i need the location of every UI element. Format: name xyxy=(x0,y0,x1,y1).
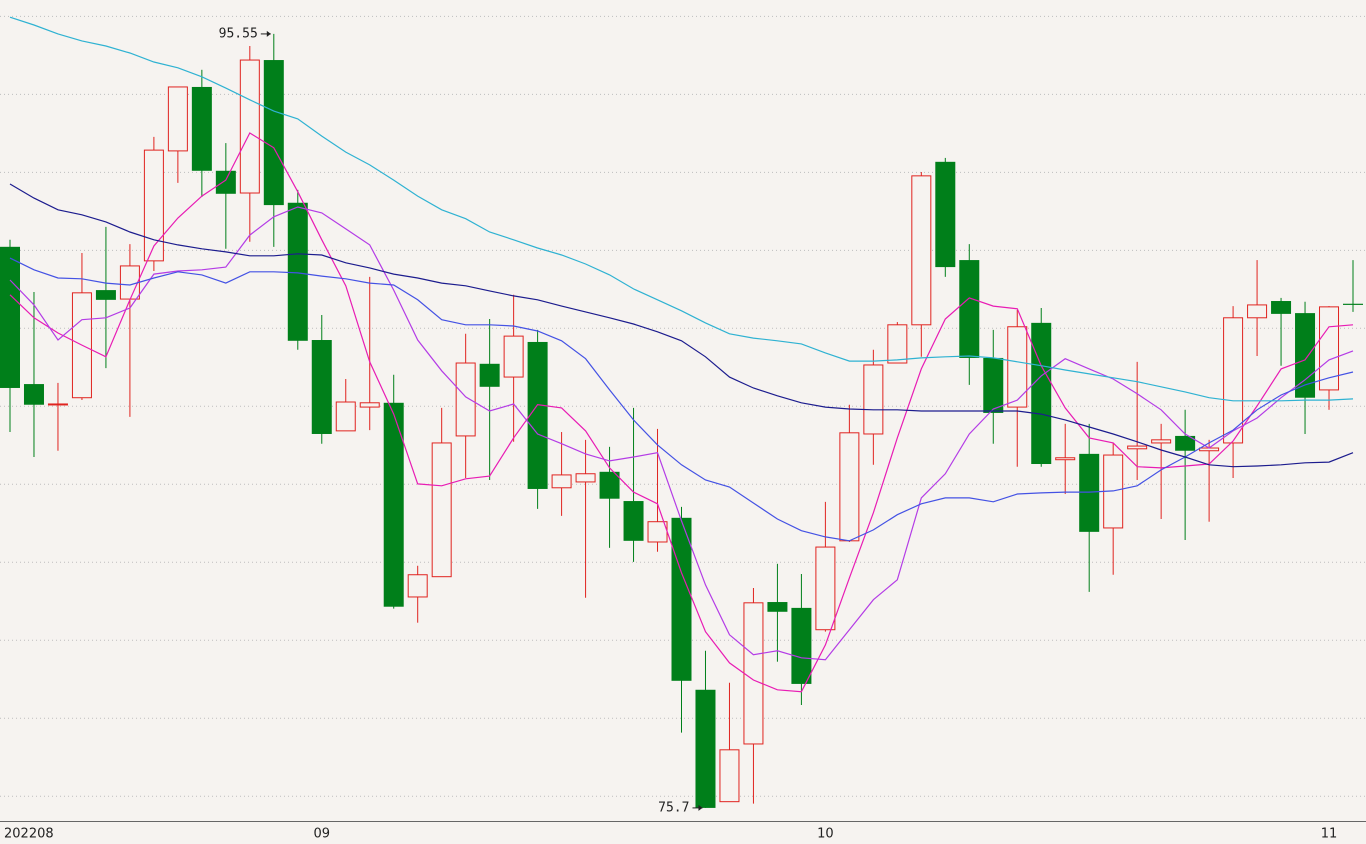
candle-body xyxy=(359,402,380,408)
candle-body xyxy=(1319,306,1340,391)
candle-body xyxy=(335,401,356,432)
candle-body xyxy=(743,602,764,745)
candle-body xyxy=(1247,304,1268,319)
candle-body xyxy=(1127,445,1148,450)
candle-body xyxy=(863,364,884,435)
candle-body xyxy=(575,473,596,483)
candle-body xyxy=(23,384,44,405)
candle-body xyxy=(719,749,740,803)
candle-body xyxy=(599,471,620,499)
candle-body xyxy=(239,59,260,194)
candle-body xyxy=(671,517,692,681)
candle-body xyxy=(431,442,452,578)
candle-body xyxy=(935,161,956,268)
candle-body xyxy=(311,340,332,434)
candle-body xyxy=(479,363,500,387)
extreme-arrow-head xyxy=(266,30,271,37)
x-tick-label: 202208 xyxy=(4,827,54,842)
candle-body xyxy=(287,202,308,341)
candle-body xyxy=(455,362,476,437)
candle-body xyxy=(407,574,428,598)
candle-body xyxy=(959,260,980,358)
candle-body xyxy=(1343,303,1363,305)
candle-body xyxy=(503,335,524,378)
candle-body xyxy=(791,607,812,684)
candle-body xyxy=(143,149,164,262)
moving-average-line xyxy=(9,183,1354,468)
candle-body xyxy=(551,474,572,489)
candle-body xyxy=(1271,301,1292,314)
candle-body xyxy=(527,341,548,489)
candle-body xyxy=(1031,322,1052,465)
candle-body xyxy=(1151,439,1172,444)
candle-body xyxy=(167,86,188,152)
candle-body xyxy=(1175,435,1196,451)
candle-body xyxy=(1079,453,1100,532)
candle-body xyxy=(695,689,716,808)
x-tick-label: 11 xyxy=(1321,827,1338,842)
moving-average-line xyxy=(9,257,1354,542)
candle-body xyxy=(1223,317,1244,444)
moving-average-line xyxy=(9,132,1354,693)
candle-body xyxy=(839,432,860,542)
candle-body xyxy=(191,86,212,171)
candle-body xyxy=(815,546,836,631)
candle-body xyxy=(983,357,1004,413)
extreme-label: 95.55 xyxy=(219,26,258,41)
candle-body xyxy=(911,175,932,326)
x-tick-label: 10 xyxy=(817,827,834,842)
extreme-arrow-head xyxy=(698,804,703,811)
candle-body xyxy=(263,60,284,206)
candle-body xyxy=(767,602,788,612)
candle-body xyxy=(215,170,236,194)
candle-body xyxy=(1055,457,1076,461)
candle-body xyxy=(887,324,908,364)
extreme-label: 75.7 xyxy=(658,800,689,815)
moving-average-line xyxy=(9,16,1354,402)
candle-body xyxy=(623,501,644,541)
candle-body xyxy=(0,246,20,388)
candle-body xyxy=(95,290,116,300)
moving-average-line xyxy=(9,206,1354,661)
candle-body xyxy=(1007,326,1028,408)
candle-body xyxy=(1295,313,1316,398)
candle-body xyxy=(47,403,68,406)
x-tick-label: 09 xyxy=(313,827,330,842)
candle-body xyxy=(383,402,404,607)
